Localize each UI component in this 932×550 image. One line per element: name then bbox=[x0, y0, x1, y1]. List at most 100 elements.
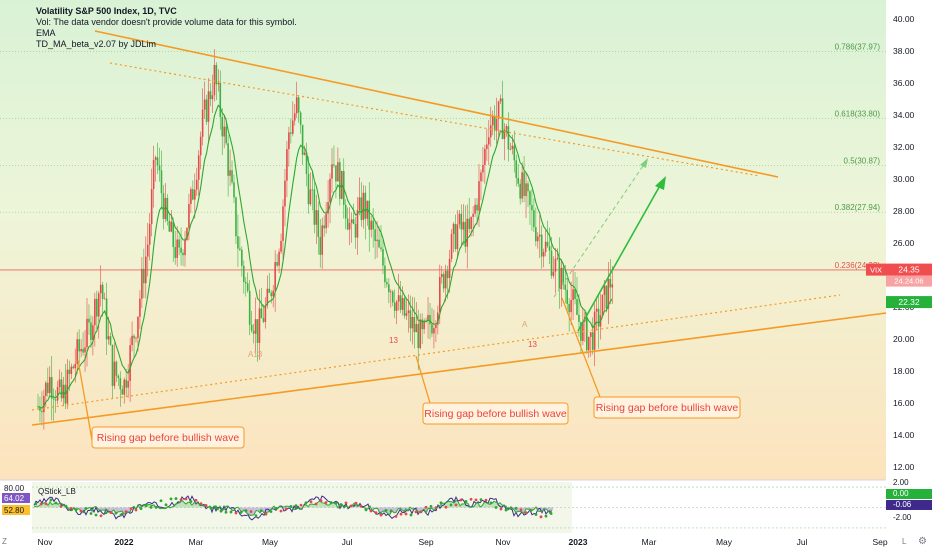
oscillator-dot bbox=[44, 502, 48, 506]
oscillator-histogram-bar bbox=[313, 504, 315, 508]
candle-body bbox=[317, 210, 320, 237]
candle-body bbox=[472, 213, 474, 217]
oscillator-histogram-bar bbox=[117, 507, 119, 512]
legend-ema[interactable]: EMA bbox=[36, 28, 56, 38]
candle-body bbox=[82, 348, 84, 353]
oscillator-histogram-bar bbox=[433, 507, 435, 511]
td-marker: A bbox=[522, 320, 528, 329]
candle-body bbox=[152, 159, 155, 190]
fibonacci-levels: 0.786(37.97) 0.618(33.80) 0.5(30.87) 0.382(… bbox=[0, 43, 886, 271]
oscillator-histogram-bar bbox=[453, 503, 455, 508]
candle-body bbox=[139, 298, 141, 317]
oscillator-histogram-bar bbox=[417, 507, 419, 512]
candle-body bbox=[74, 363, 77, 369]
log-scale-icon[interactable]: L bbox=[902, 537, 907, 546]
candle-body bbox=[521, 172, 523, 199]
candle-body bbox=[160, 170, 163, 194]
candle-body bbox=[227, 143, 229, 176]
candle-body bbox=[297, 97, 300, 113]
oscillator-label[interactable]: QStick_LB bbox=[38, 487, 76, 496]
oscillator-histogram-bar bbox=[407, 507, 409, 511]
oscillator-histogram-bar bbox=[79, 507, 81, 510]
candle-body bbox=[45, 382, 47, 396]
oscillator-histogram-bar bbox=[47, 505, 49, 508]
oscillator-dot bbox=[194, 498, 198, 502]
candle-body bbox=[233, 182, 235, 198]
candle-body bbox=[145, 256, 147, 284]
vix-price-value: 24.35 bbox=[898, 265, 920, 275]
candle-body bbox=[303, 152, 306, 155]
candle-body bbox=[415, 323, 418, 333]
oscillator-dot bbox=[154, 505, 158, 509]
oscillator-histogram-bar bbox=[243, 507, 245, 510]
zoom-icon[interactable]: Z bbox=[2, 537, 7, 546]
candle-body bbox=[143, 268, 145, 284]
oscillator-dot bbox=[109, 511, 113, 515]
candle-body bbox=[354, 224, 357, 238]
oscillator-dot bbox=[319, 499, 323, 503]
candle-body bbox=[517, 177, 519, 184]
candle-body bbox=[109, 336, 112, 345]
oscillator-histogram-bar bbox=[323, 502, 325, 508]
annotations[interactable]: Rising gap before bullish wave Rising gap… bbox=[77, 297, 741, 449]
candle-body bbox=[535, 227, 537, 242]
oscillator-histogram-bar bbox=[339, 504, 341, 508]
candle-body bbox=[437, 312, 439, 325]
oscillator-histogram-bar bbox=[177, 503, 179, 508]
candle-body bbox=[529, 191, 531, 206]
oscillator-histogram-bar bbox=[257, 507, 259, 511]
oscillator-histogram-bar bbox=[317, 502, 319, 508]
candle-body bbox=[276, 262, 278, 266]
oscillator-dot bbox=[99, 514, 103, 518]
candle-body bbox=[272, 290, 274, 297]
time-axis[interactable]: Nov 2022 Mar May Jul Sep Nov 2023 Mar May Jul Sep bbox=[0, 535, 888, 550]
oscillator-histogram-bar bbox=[255, 507, 257, 511]
oscillator-dot bbox=[269, 510, 273, 513]
oscillator-histogram-bar bbox=[487, 503, 489, 508]
candle-body bbox=[346, 218, 349, 230]
oscillator-dot bbox=[399, 512, 403, 516]
oscillator-histogram-bar bbox=[285, 506, 287, 508]
candle-body bbox=[201, 109, 204, 137]
legend-title[interactable]: Volatility S&P 500 Index, 1D, TVC bbox=[36, 6, 177, 16]
oscillator-histogram-bar bbox=[181, 500, 183, 508]
oscillator-histogram-bar bbox=[551, 507, 553, 510]
candle-body bbox=[470, 216, 472, 229]
ema-price-value: 22.32 bbox=[898, 297, 920, 307]
price-badges: 24.35 24.24.06 VIX 22.32 bbox=[866, 263, 932, 309]
candle-body bbox=[476, 204, 478, 211]
candle-body bbox=[164, 197, 167, 219]
gear-icon[interactable]: ⚙ bbox=[918, 536, 927, 547]
oscillator-dot bbox=[214, 506, 218, 510]
price-axis[interactable]: 40.00 38.00 36.00 34.00 32.00 30.00 28.00 26.00… bbox=[893, 14, 915, 472]
candle-body bbox=[444, 270, 447, 289]
candle-body bbox=[564, 284, 567, 290]
oscillator-histogram-bar bbox=[329, 504, 331, 508]
oscillator-histogram-bar bbox=[419, 507, 421, 513]
oscillator-dot bbox=[59, 504, 63, 508]
lower-dotted-trendline bbox=[31, 294, 841, 411]
candle-body bbox=[552, 271, 555, 276]
dashed-projection bbox=[553, 162, 646, 298]
oscillator-histogram-bar bbox=[501, 504, 503, 508]
legend-indicator[interactable]: TD_MA_beta_v2.07 by JDLim bbox=[36, 39, 157, 49]
oscillator-histogram-bar bbox=[515, 507, 517, 513]
oscillator-histogram-bar bbox=[35, 506, 37, 508]
oscillator-histogram-bar bbox=[197, 503, 199, 508]
price-tick-label: 32.00 bbox=[893, 142, 915, 152]
ema-series-line bbox=[37, 104, 613, 409]
oscillator-histogram-bar bbox=[321, 502, 323, 508]
oscillator-histogram-bar bbox=[381, 507, 383, 512]
candle-body bbox=[566, 289, 568, 304]
oscillator-dot bbox=[244, 509, 248, 513]
oscillator-left-badge bbox=[2, 505, 30, 515]
candle-body bbox=[368, 200, 371, 230]
candle-body bbox=[435, 324, 437, 329]
oscillator-dot bbox=[494, 506, 498, 509]
trendlines[interactable] bbox=[31, 30, 887, 426]
candle-body bbox=[60, 379, 63, 399]
candle-body bbox=[593, 311, 596, 350]
candle-body bbox=[427, 315, 429, 321]
oscillator-histogram-bar bbox=[269, 507, 271, 512]
